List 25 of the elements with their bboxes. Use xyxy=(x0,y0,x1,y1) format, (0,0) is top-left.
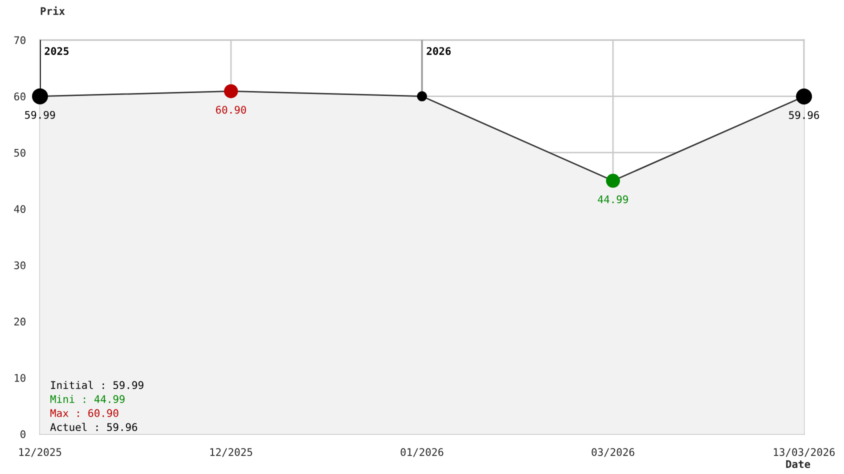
x-axis-title: Date xyxy=(786,460,810,468)
y-tick-label: 20 xyxy=(14,318,26,326)
x-tick-label: 12/2025 xyxy=(19,448,62,457)
ref-line-label: 2025 xyxy=(44,47,69,56)
y-tick-label: 40 xyxy=(14,205,26,213)
annotation: Actuel : 59.96 xyxy=(50,422,138,432)
data-label: 44.99 xyxy=(598,195,628,204)
x-tick-label: 01/2026 xyxy=(400,448,444,457)
annotation: Max : 60.90 xyxy=(50,409,118,418)
annotation: Initial : 59.99 xyxy=(51,380,144,390)
x-tick-label: 03/2026 xyxy=(592,448,634,457)
ref-line-label: 2026 xyxy=(426,47,451,56)
data-label: 59.99 xyxy=(25,110,55,119)
y-tick-label: 30 xyxy=(14,261,26,270)
y-tick-label: 60 xyxy=(14,92,26,100)
data-label: 60.90 xyxy=(216,106,246,114)
y-tick-label: 0 xyxy=(20,430,26,438)
x-tick-label: 13/03/2026 xyxy=(774,448,835,457)
y-axis-title: Prix xyxy=(40,6,65,15)
annotation: Mini : 44.99 xyxy=(50,394,125,404)
y-tick-label: 70 xyxy=(14,36,26,44)
y-tick-label: 10 xyxy=(14,374,26,382)
y-tick-label: 50 xyxy=(14,148,26,157)
data-label: 59.96 xyxy=(789,111,820,120)
x-tick-label: 12/2025 xyxy=(210,448,252,457)
